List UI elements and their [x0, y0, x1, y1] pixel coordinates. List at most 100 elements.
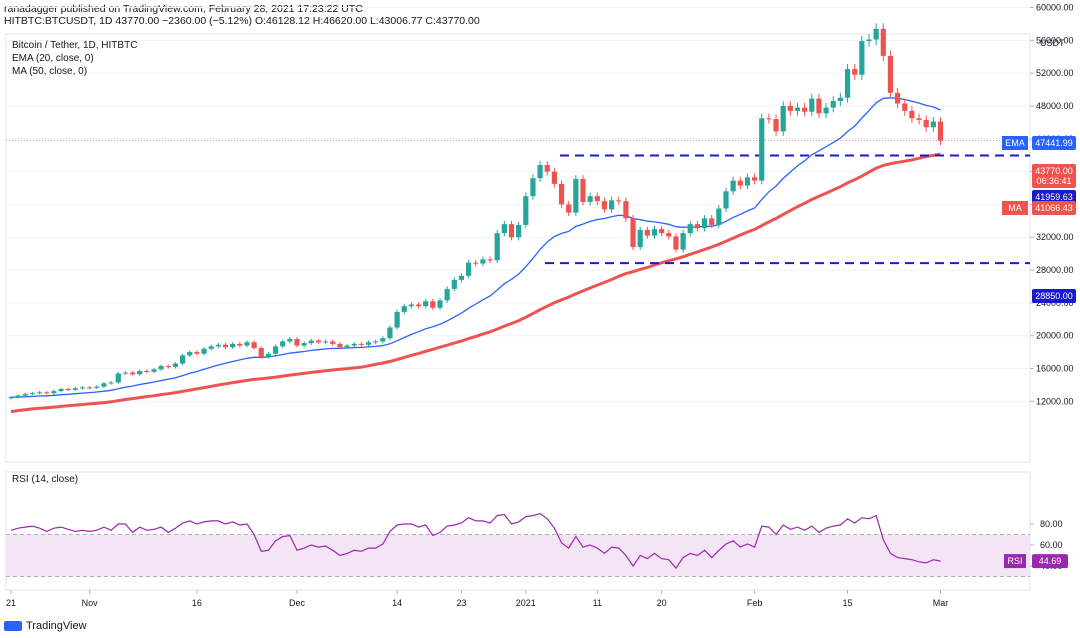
candle-body	[866, 39, 872, 42]
candle-body	[752, 177, 758, 181]
price-tag-value: 28850.00	[1035, 291, 1073, 301]
candle-body	[530, 178, 536, 197]
candle-body	[194, 352, 200, 354]
candle-body	[265, 353, 271, 358]
candle-body	[408, 304, 414, 307]
legend-ma[interactable]: MA (50, close, 0)	[12, 66, 88, 77]
candle-body	[358, 343, 364, 345]
candle-body	[551, 171, 557, 184]
tag-name: MA	[1008, 203, 1022, 213]
candle-body	[244, 342, 250, 346]
candle-body	[8, 397, 14, 399]
candle-body	[744, 177, 751, 186]
candle-body	[79, 387, 86, 389]
legend-rsi[interactable]: RSI (14, close)	[12, 474, 79, 485]
candle-body	[930, 121, 936, 128]
price-tag-value: 41066.43	[1035, 203, 1073, 213]
candle-body	[802, 107, 808, 112]
candle-body	[101, 383, 107, 387]
candle-body	[330, 341, 336, 344]
candle-body	[108, 382, 114, 384]
candle-body	[887, 55, 894, 93]
price-tick-label: 12000.00	[1036, 396, 1074, 406]
candle-body	[566, 204, 572, 213]
time-tick-label: Mar	[933, 598, 949, 608]
rsi-tick-label: 80.00	[1040, 519, 1063, 529]
candle-body	[659, 229, 665, 234]
candle-body	[937, 121, 944, 141]
tag-name-bg	[1002, 201, 1028, 215]
candle-body	[716, 208, 722, 225]
candle-body	[630, 218, 636, 248]
candle-body	[87, 387, 93, 389]
candle-body	[380, 338, 386, 342]
candle-body	[301, 343, 307, 346]
candle-body	[637, 229, 643, 248]
candle-body	[909, 110, 915, 119]
rsi-tag-name: RSI	[1007, 556, 1022, 566]
candle-body	[201, 348, 207, 354]
candle-body	[323, 341, 329, 343]
time-tick-label: Feb	[747, 598, 763, 608]
legend-symbol[interactable]: Bitcoin / Tether, 1D, HITBTC	[12, 40, 138, 51]
candle-body	[122, 372, 128, 374]
candle-body	[473, 262, 479, 264]
time-tick-label: 16	[192, 598, 202, 608]
candle-body	[280, 341, 286, 347]
price-tag-value: 47441.99	[1035, 138, 1073, 148]
price-tag-bg	[1032, 190, 1076, 204]
candle-body	[480, 259, 486, 264]
candle-body	[44, 392, 50, 394]
candle-body	[837, 97, 843, 102]
candle-body	[709, 218, 715, 225]
publish-line: ranadagger published on TradingView.com,…	[4, 3, 363, 15]
legend-ema[interactable]: EMA (20, close, 0)	[12, 53, 94, 64]
tag-name: EMA	[1005, 138, 1025, 148]
candle-body	[537, 165, 543, 179]
candle-body	[294, 338, 300, 346]
candle-body	[573, 178, 579, 213]
candle-body	[394, 311, 400, 328]
currency-label: USDT	[1040, 38, 1065, 48]
price-chart[interactable]: 12000.0016000.0020000.0024000.0028000.00…	[0, 0, 1080, 618]
time-tick-label: 2021	[516, 598, 536, 608]
candle-body	[766, 118, 772, 120]
candle-body	[609, 200, 615, 210]
price-tag-bg	[1032, 136, 1076, 150]
candle-body	[129, 372, 136, 375]
candle-body	[794, 107, 801, 111]
ema20-line	[10, 97, 941, 398]
candle-body	[151, 369, 157, 372]
candle-body	[594, 196, 600, 202]
candle-body	[373, 341, 379, 343]
candle-body	[923, 119, 929, 128]
price-tick-label: 28000.00	[1036, 265, 1074, 275]
candle-body	[94, 386, 100, 388]
candle-body	[165, 366, 171, 368]
tradingview-brand: TradingView	[26, 620, 87, 632]
tag-name-bg	[1002, 136, 1028, 150]
rsi-band	[6, 534, 1030, 577]
price-tag-value: 43770.00	[1035, 166, 1073, 176]
rsi-pane	[5, 471, 1031, 591]
time-tick-label: 15	[843, 598, 853, 608]
price-tick-label: 16000.00	[1036, 364, 1074, 374]
tradingview-logo[interactable]: TradingView	[4, 620, 87, 632]
candle-body	[29, 393, 36, 395]
price-pane	[5, 33, 1031, 463]
candle-body	[902, 103, 908, 111]
price-tick-label: 32000.00	[1036, 232, 1074, 242]
rsi-line	[10, 512, 941, 570]
candle-body	[251, 342, 257, 349]
candle-body	[673, 236, 679, 250]
price-tag-bg	[1032, 201, 1076, 215]
price-tag-value: 41959.63	[1035, 192, 1073, 202]
candle-body	[337, 343, 343, 348]
candle-body	[22, 393, 28, 396]
candle-body	[737, 180, 743, 186]
candle-body	[852, 69, 858, 75]
candle-body	[694, 224, 700, 229]
price-tag-countdown: 06:36:41	[1036, 176, 1071, 186]
candle-body	[487, 259, 493, 261]
candle-body	[809, 98, 815, 112]
